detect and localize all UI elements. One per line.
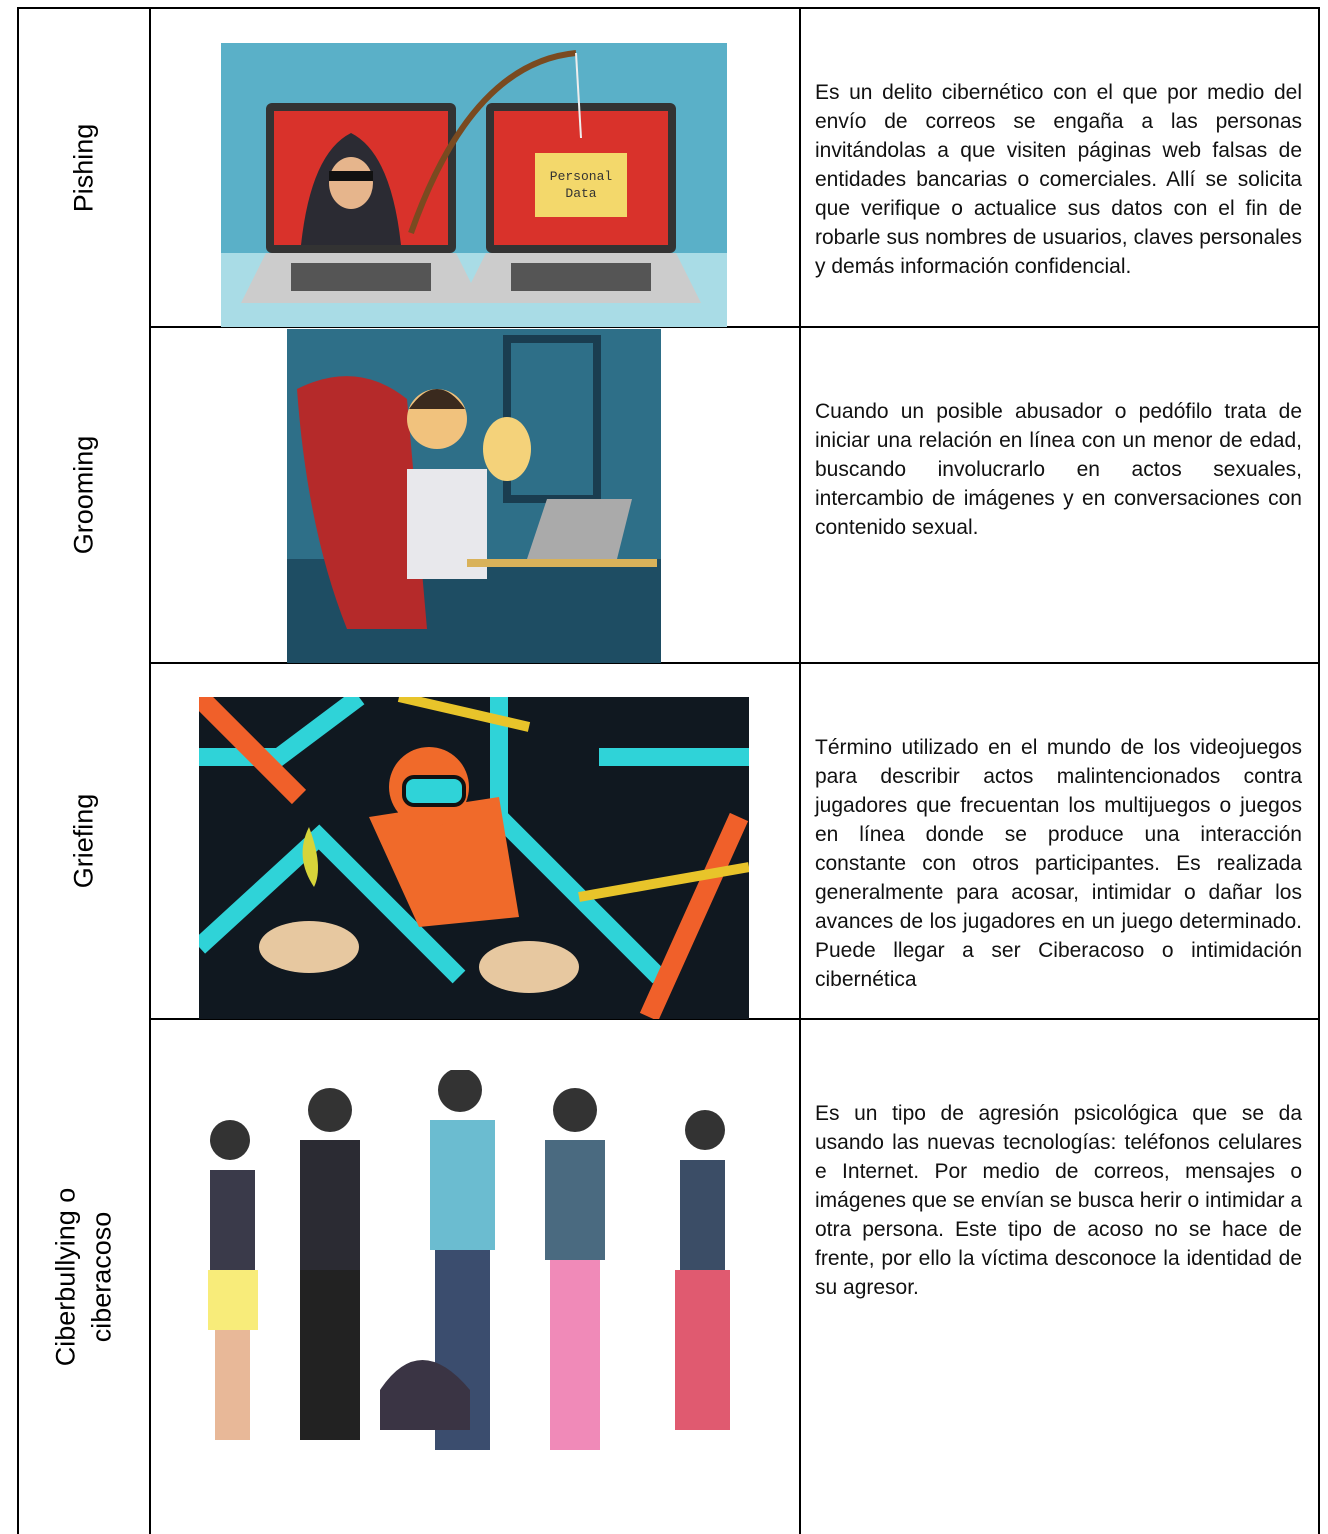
row-label-text: Pishing — [66, 123, 102, 212]
row-label: Ciberbullying o ciberacoso — [18, 1019, 149, 1534]
row-border — [149, 662, 1320, 664]
image-text: Data — [565, 186, 596, 201]
row-border — [149, 1018, 1320, 1020]
row-label-line: Ciberbullying o — [50, 1187, 81, 1366]
col-border — [149, 7, 151, 1534]
row-label-line: Grooming — [68, 435, 99, 555]
row-label-line: Griefing — [68, 793, 99, 889]
row-label-text: Ciberbullying o ciberacoso — [48, 1187, 120, 1366]
row-label-line: Pishing — [68, 123, 99, 212]
grooming-image — [287, 329, 661, 663]
row-description: Es un delito cibernético con el que por … — [815, 81, 1302, 278]
pishing-image: Personal Data — [221, 43, 727, 327]
row-border — [149, 326, 1320, 328]
row-description: Término utilizado en el mundo de los vid… — [815, 736, 1302, 991]
row-label: Griefing — [18, 663, 149, 1019]
left-border — [17, 7, 19, 1534]
ciberbullying-image — [180, 1070, 780, 1510]
row-label: Pishing — [18, 8, 149, 327]
row-label-text: Grooming — [65, 436, 101, 555]
row-description: Cuando un posible abusador o pedófilo tr… — [815, 400, 1302, 539]
griefing-image — [199, 697, 749, 1019]
col-border — [799, 7, 801, 1534]
row-label-line: ciberacoso — [86, 1211, 117, 1342]
right-border — [1318, 7, 1320, 1534]
row-label-text: Griefing — [65, 794, 101, 889]
top-border — [18, 7, 1320, 9]
row-label: Grooming — [18, 327, 149, 663]
row-description: Es un tipo de agresión psicológica que s… — [815, 1102, 1302, 1299]
image-text: Personal — [550, 169, 613, 184]
